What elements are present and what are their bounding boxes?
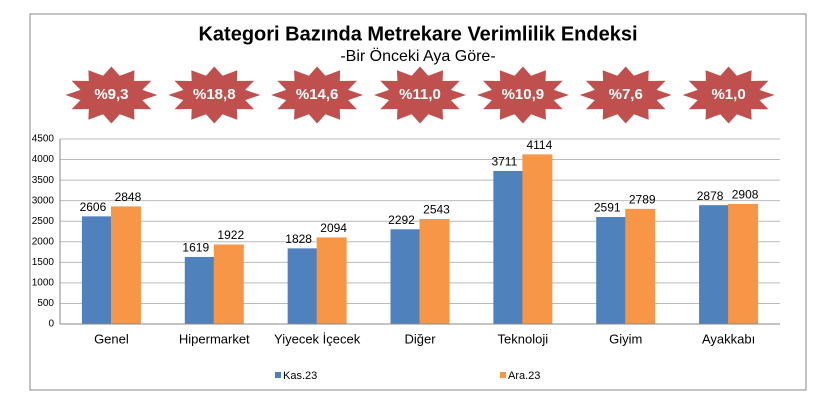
legend-label: Kas.23 xyxy=(283,370,317,382)
data-label: 3711 xyxy=(491,155,517,169)
y-tick-label: 4000 xyxy=(32,154,55,165)
bar xyxy=(213,244,244,325)
badge xyxy=(374,66,466,124)
data-label: 2789 xyxy=(629,193,656,207)
data-label: 1828 xyxy=(285,232,312,246)
badge xyxy=(682,66,775,124)
y-tick-label: 3000 xyxy=(32,195,55,206)
bar xyxy=(596,216,627,325)
badge-label: %11,0 xyxy=(399,86,441,103)
chart-subtitle: -Bir Önceki Aya Göre- xyxy=(340,47,495,65)
y-tick-label: 500 xyxy=(37,298,54,309)
badge xyxy=(579,66,672,124)
badge-label: %7,6 xyxy=(609,86,643,103)
data-label: 2591 xyxy=(594,201,621,215)
y-tick-label: 3500 xyxy=(32,175,55,186)
badge-label: %10,9 xyxy=(502,86,545,103)
badge-label: %1,0 xyxy=(711,86,745,103)
x-tick-label: Teknoloji xyxy=(498,331,549,346)
x-tick-label: Yiyecek İçecek xyxy=(274,331,361,346)
badge xyxy=(476,66,569,124)
chart-title: Kategori Bazında Metrekare Verimlilik En… xyxy=(198,23,637,45)
legend-label: Ara.23 xyxy=(508,370,540,382)
data-label: 2292 xyxy=(388,213,415,227)
x-tick-label: Ayakkabı xyxy=(702,331,755,346)
data-label: 2543 xyxy=(423,203,450,217)
y-tick-label: 1000 xyxy=(32,278,55,289)
y-tick-label: 2000 xyxy=(32,236,55,247)
x-tick-label: Genel xyxy=(94,331,129,346)
bar xyxy=(81,216,112,325)
x-tick-label: Hipermarket xyxy=(179,331,250,346)
x-tick-label: Giyim xyxy=(609,331,642,346)
bar xyxy=(287,248,318,325)
legend-swatch xyxy=(500,372,506,378)
legend-swatch xyxy=(275,372,281,378)
y-tick-label: 4500 xyxy=(32,134,55,145)
badge-label: %14,6 xyxy=(296,86,339,103)
x-tick-label: Diğer xyxy=(404,331,436,346)
bar xyxy=(184,256,215,325)
data-label: 1922 xyxy=(217,228,244,242)
bar xyxy=(110,206,141,325)
badge xyxy=(271,66,364,124)
bar xyxy=(728,203,759,325)
data-label: 4114 xyxy=(526,138,552,152)
badge xyxy=(168,66,261,124)
y-tick-label: 1500 xyxy=(32,257,55,268)
data-label: 2848 xyxy=(115,190,142,204)
bar xyxy=(522,154,553,325)
bar xyxy=(390,229,421,325)
badge xyxy=(65,66,158,124)
data-label: 2908 xyxy=(732,188,759,202)
data-label: 2094 xyxy=(320,221,347,235)
badge-label: %18,8 xyxy=(193,86,236,103)
data-label: 2606 xyxy=(80,200,107,214)
bar xyxy=(493,170,524,325)
bar xyxy=(699,205,730,325)
y-tick-label: 2500 xyxy=(32,216,55,227)
y-tick-label: 0 xyxy=(48,319,54,330)
badge-label: %9,3 xyxy=(94,86,128,103)
data-label: 1619 xyxy=(182,241,209,255)
bar xyxy=(316,237,347,325)
data-label: 2878 xyxy=(697,189,724,203)
bar xyxy=(625,208,656,325)
bar xyxy=(419,218,450,325)
